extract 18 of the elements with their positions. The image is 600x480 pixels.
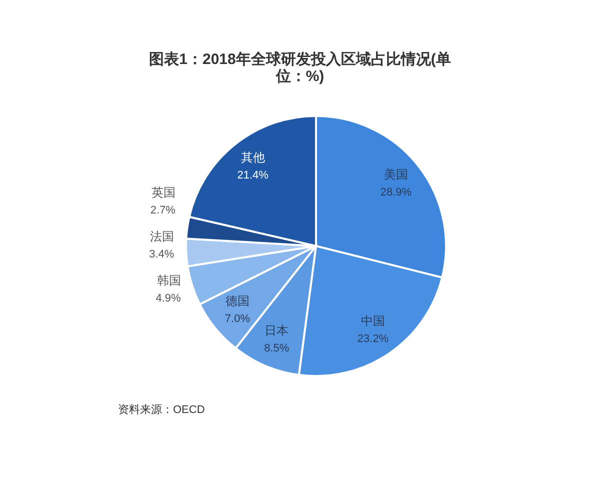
slice-label: 法国: [150, 229, 174, 244]
slice-label: 日本: [264, 323, 289, 338]
data-label: 23.2%: [357, 332, 389, 345]
chart-title: 图表1：2018年全球研发投入区域占比情况(单位：%): [149, 51, 451, 85]
data-label: 2.7%: [150, 204, 176, 216]
slice-label: 中国: [360, 314, 385, 328]
text: 资料来源：OECD: [118, 403, 205, 416]
data-label: 28.9%: [380, 186, 412, 199]
data-label: 8.5%: [264, 342, 290, 354]
data-label: 3.4%: [149, 248, 174, 260]
data-label: 7.0%: [224, 313, 250, 326]
slice-label: 美国: [384, 168, 408, 182]
slice-label: 其他: [240, 150, 265, 165]
slice-label: 英国: [151, 185, 176, 200]
data-label: 4.9%: [156, 292, 182, 304]
data-label: 21.4%: [237, 170, 269, 182]
slice-label: 韩国: [156, 273, 181, 288]
slice-label: 德国: [225, 294, 250, 308]
